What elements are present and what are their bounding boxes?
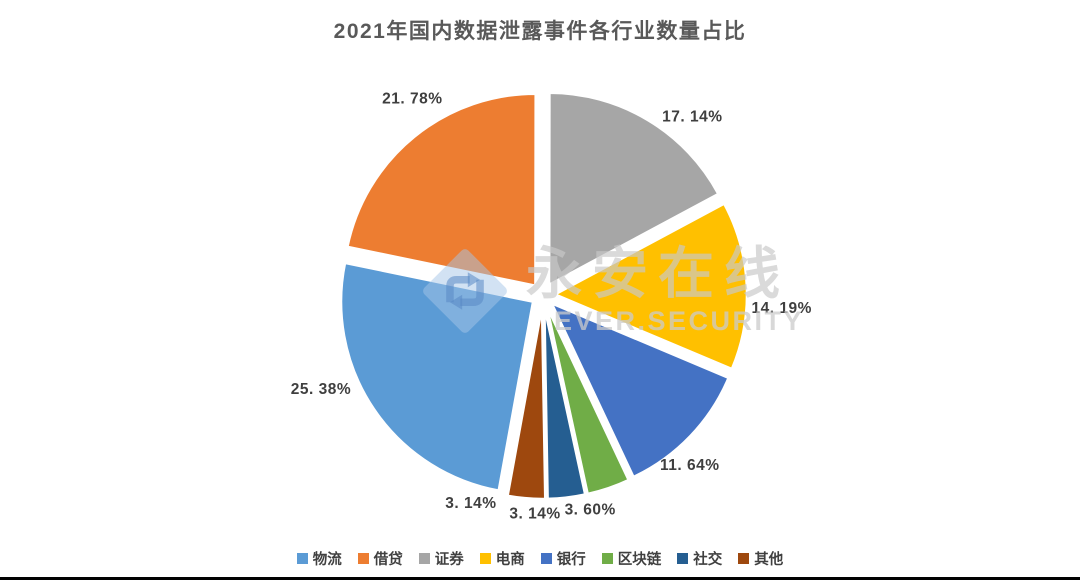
legend-label: 物流 [312, 552, 342, 568]
data-label-社交: 3. 14% [509, 505, 560, 522]
data-label-借贷: 21. 78% [382, 91, 442, 108]
legend-swatch-icon [738, 553, 750, 564]
legend-swatch-icon [677, 553, 689, 564]
legend-item-社交: 社交 [677, 548, 722, 569]
legend-label: 区块链 [617, 552, 662, 568]
pie-slice-社交 [543, 305, 587, 501]
pie-slice-银行 [550, 302, 730, 479]
legend-swatch-icon [296, 553, 308, 564]
data-label-证券: 17. 14% [662, 108, 722, 125]
data-label-物流: 25. 38% [291, 381, 351, 398]
pie-slice-其他 [506, 305, 547, 501]
legend-swatch-icon [479, 553, 491, 564]
legend-label: 其他 [754, 552, 784, 568]
legend-label: 证券 [434, 552, 464, 568]
legend-label: 银行 [556, 552, 586, 568]
legend-item-其他: 其他 [738, 548, 783, 569]
pie-slice-区块链 [545, 305, 630, 496]
legend-item-银行: 银行 [540, 548, 586, 569]
legend-item-证券: 证券 [418, 548, 464, 569]
pie-slice-物流 [339, 261, 535, 492]
legend-swatch-icon [601, 553, 613, 564]
bottom-divider [0, 577, 1080, 580]
data-label-银行: 11. 64% [660, 457, 720, 474]
pie-slice-证券 [547, 91, 720, 286]
legend-label: 借贷 [373, 552, 403, 568]
legend-swatch-icon [357, 553, 369, 564]
legend-item-电商: 电商 [479, 548, 525, 569]
pie-slice-电商 [553, 202, 749, 371]
data-label-电商: 14. 19% [752, 300, 812, 317]
chart-title: 2021年国内数据泄露事件各行业数量占比 [333, 20, 747, 43]
chart-legend: 物流 借贷 证券 电商 银行 区块链 社交 其他 [0, 548, 1080, 569]
legend-label: 社交 [693, 552, 723, 568]
data-label-其他: 3. 14% [445, 495, 496, 512]
legend-swatch-icon [540, 553, 552, 564]
legend-item-物流: 物流 [296, 548, 342, 569]
legend-label: 电商 [495, 552, 525, 568]
data-label-区块链: 3. 60% [565, 502, 616, 519]
legend-item-区块链: 区块链 [601, 548, 662, 569]
legend-item-借贷: 借贷 [357, 548, 403, 569]
legend-swatch-icon [418, 553, 430, 564]
pie-slice-借贷 [346, 92, 537, 287]
